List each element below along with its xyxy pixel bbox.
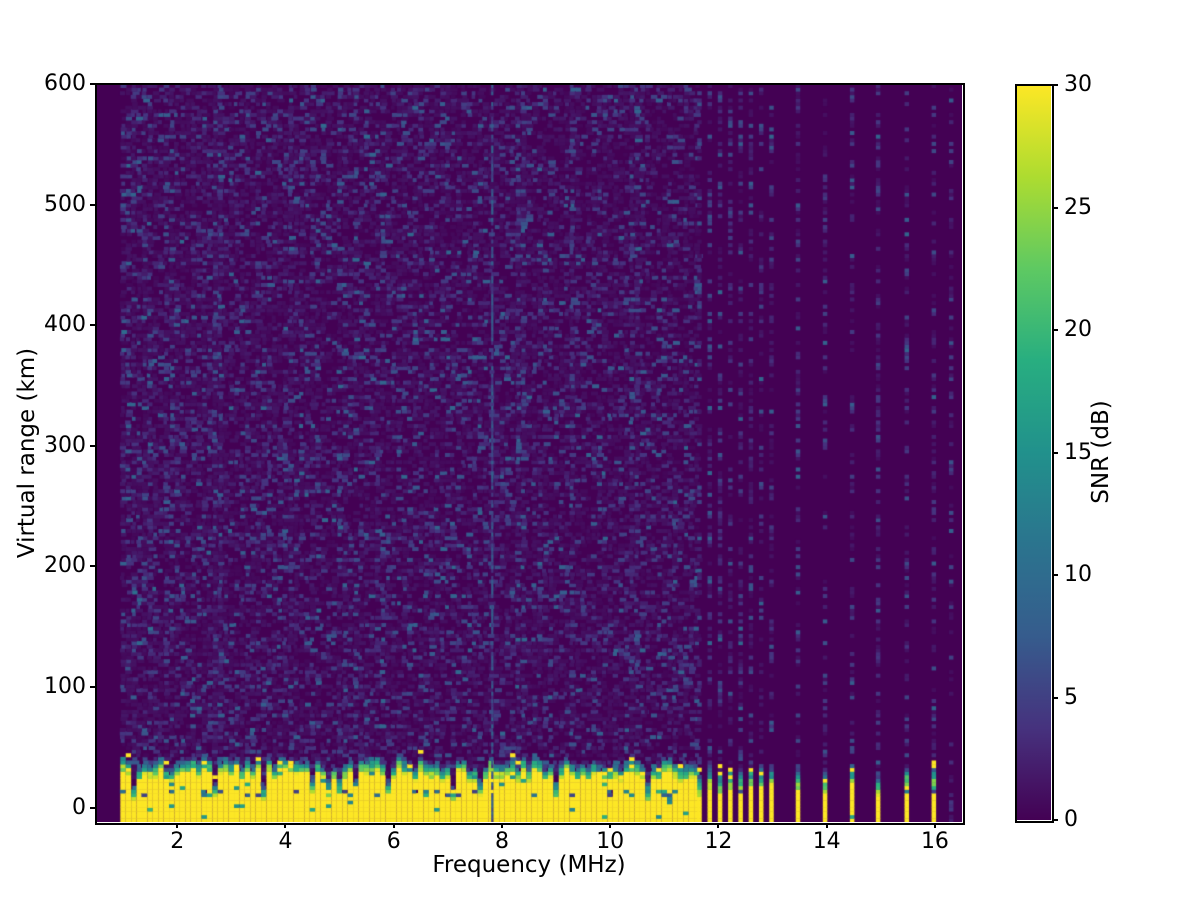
- x-tick-mark: [609, 823, 612, 828]
- y-tick-label: 200: [44, 553, 86, 579]
- colorbar-gradient: [1016, 85, 1051, 820]
- x-tick-label: 12: [704, 829, 733, 854]
- x-tick-label: 10: [596, 829, 625, 854]
- y-tick-mark: [90, 444, 95, 447]
- colorbar-tick-label: 25: [1064, 194, 1092, 220]
- x-tick-label: 2: [170, 829, 185, 854]
- x-tick-label: 16: [920, 829, 949, 854]
- x-tick-mark: [500, 823, 503, 828]
- x-tick-mark: [176, 823, 179, 828]
- colorbar-tick-label: 15: [1064, 439, 1092, 465]
- x-tick-label: 8: [494, 829, 509, 854]
- y-tick-mark: [90, 565, 95, 568]
- colorbar-tick-mark: [1053, 206, 1058, 209]
- colorbar-tick-mark: [1053, 451, 1058, 454]
- x-tick-mark: [717, 823, 720, 828]
- x-tick-mark: [933, 823, 936, 828]
- y-tick-label: 0: [72, 794, 86, 820]
- colorbar-tick-label: 20: [1064, 317, 1092, 342]
- y-axis-label: Virtual range (km): [14, 347, 40, 559]
- x-tick-mark: [392, 823, 395, 828]
- x-tick-label: 4: [278, 829, 293, 854]
- y-tick-label: 100: [44, 673, 86, 699]
- x-tick-label: 6: [386, 829, 401, 854]
- x-tick-mark: [284, 823, 287, 828]
- colorbar-tick-label: 5: [1064, 684, 1078, 710]
- colorbar-label: SNR (dB): [1088, 400, 1114, 504]
- colorbar-tick-label: 0: [1064, 807, 1078, 832]
- colorbar-tick-label: 30: [1064, 72, 1092, 97]
- y-tick-label: 500: [44, 191, 86, 217]
- y-tick-mark: [90, 203, 95, 206]
- y-tick-label: 600: [44, 71, 86, 96]
- x-tick-label: 14: [812, 829, 841, 854]
- y-tick-mark: [90, 324, 95, 327]
- y-tick-mark: [90, 685, 95, 688]
- x-axis-label: Frequency (MHz): [432, 852, 626, 878]
- colorbar-tick-label: 10: [1064, 562, 1092, 587]
- y-tick-label: 400: [44, 312, 86, 338]
- colorbar-tick-mark: [1053, 574, 1058, 576]
- x-tick-mark: [825, 823, 828, 828]
- y-tick-label: 300: [44, 432, 86, 458]
- colorbar-tick-mark: [1053, 84, 1058, 86]
- y-tick-mark: [90, 83, 95, 85]
- heatmap-canvas: [96, 84, 962, 822]
- y-tick-mark: [90, 806, 95, 809]
- colorbar-tick-mark: [1053, 819, 1058, 821]
- colorbar-tick-mark: [1053, 696, 1058, 699]
- colorbar-tick-mark: [1053, 329, 1058, 331]
